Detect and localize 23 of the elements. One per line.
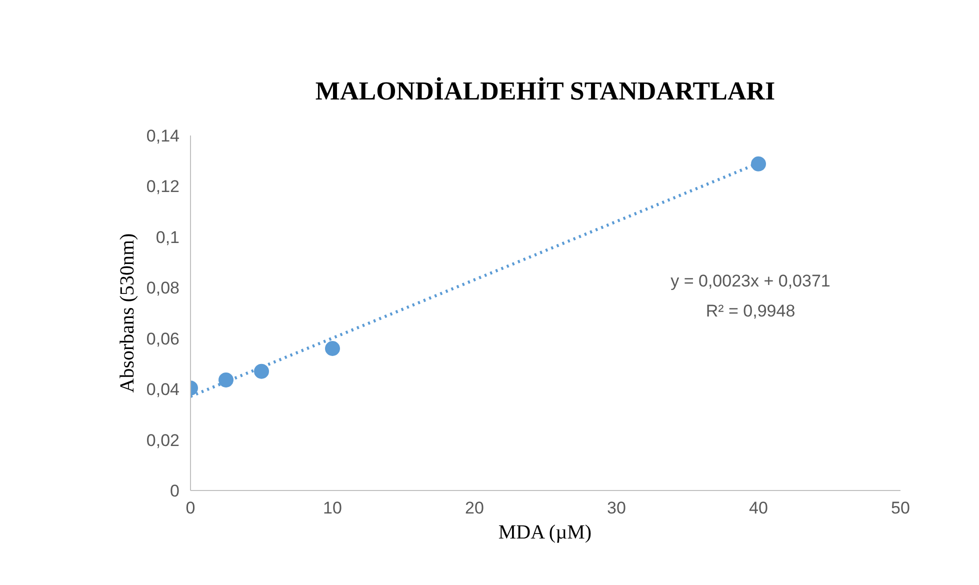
y-tick-label: 0 — [170, 482, 180, 500]
point — [325, 341, 340, 356]
point — [254, 364, 269, 379]
x-tick-label: 50 — [891, 498, 910, 518]
y-tick-label: 0,04 — [146, 380, 180, 400]
y-tick-label: 0,06 — [146, 329, 180, 348]
chart-title: MALONDİALDEHİT STANDARTLARI — [315, 76, 776, 106]
y-axis-title: Absorbans (530nm) — [116, 233, 138, 393]
y-tick-label: 0,12 — [146, 177, 180, 196]
x-tick-label: 0 — [186, 498, 196, 518]
x-tick-label: 10 — [323, 498, 342, 518]
x-tick-label: 40 — [749, 498, 768, 518]
y-tick-label: 0,1 — [156, 228, 180, 247]
point — [218, 372, 234, 388]
x-axis-title: MDA (µM) — [498, 522, 592, 544]
y-tick-label: 0,02 — [146, 430, 180, 450]
point — [751, 156, 766, 172]
x-tick-label: 30 — [607, 498, 626, 518]
annotation: y = 0,0023x + 0,0371 — [670, 272, 830, 290]
y-tick-label: 0,08 — [146, 278, 180, 298]
x-tick-label: 20 — [465, 498, 484, 518]
y-tick-label: 0,14 — [146, 126, 180, 146]
annotation: R² = 0,9948 — [706, 302, 796, 320]
